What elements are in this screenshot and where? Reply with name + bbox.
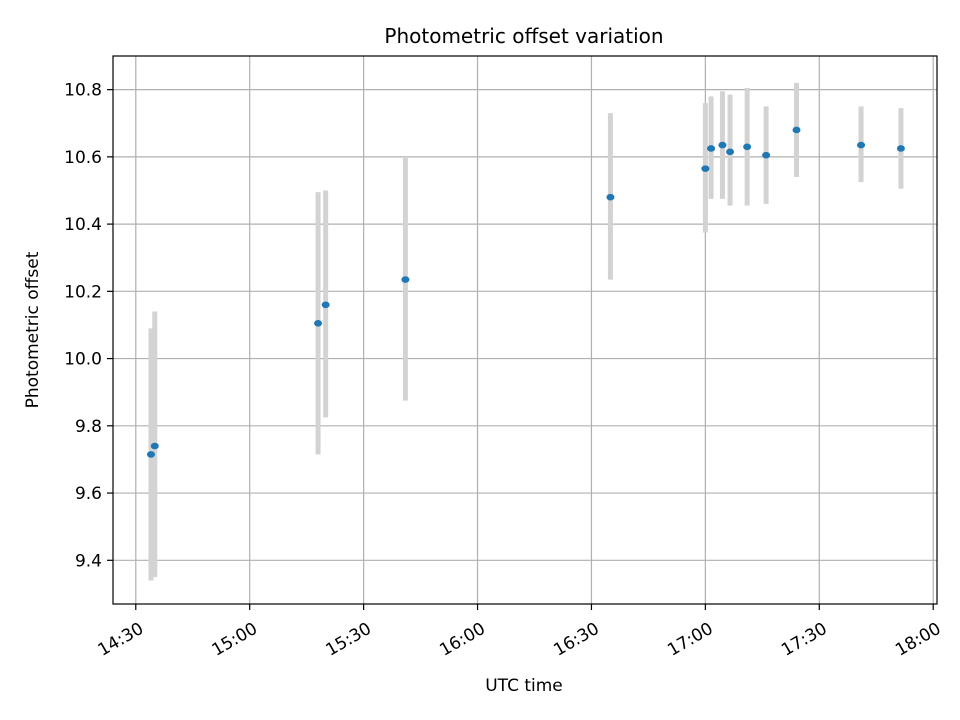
data-point [896,145,905,152]
error-bars [148,82,904,581]
data-point [762,151,771,159]
y-tick-label: 9.4 [75,551,102,571]
data-point [701,165,710,172]
x-tick-label: 17:00 [664,619,716,661]
data-point [606,193,615,201]
y-tick-label: 9.6 [75,484,102,504]
x-tick-label: 16:00 [436,619,488,661]
x-tick-label: 17:30 [778,619,830,661]
data-point [792,126,801,134]
y-tick-label: 9.8 [75,417,102,437]
grid [113,56,937,604]
chart-title: Photometric offset variation [384,24,663,48]
y-axis: 9.4 9.6 9.8 10.0 10.2 10.4 10.6 10.8 [64,81,113,571]
x-tick-label: 14:30 [95,619,147,661]
data-point [314,319,323,327]
x-tick-label: 16:30 [550,619,602,661]
y-tick-label: 10.0 [64,350,102,370]
data-points [146,126,905,458]
data-point [726,148,735,156]
data-point [401,276,410,283]
data-point [321,301,330,309]
data-point [146,451,155,458]
x-axis-label: UTC time [485,676,563,696]
data-point [743,143,752,151]
x-tick-label: 18:00 [892,619,944,661]
y-tick-label: 10.6 [64,148,102,168]
data-point [707,145,716,152]
x-tick-label: 15:00 [209,619,261,661]
data-point [718,141,727,149]
y-tick-label: 10.2 [64,282,102,302]
data-point [857,141,866,149]
data-point [150,442,159,450]
x-tick-label: 15:30 [322,619,374,661]
y-tick-label: 10.4 [64,215,102,235]
y-axis-label: Photometric offset [23,251,43,408]
plot-frame [112,55,938,605]
y-tick-label: 10.8 [64,81,102,101]
x-axis: 14:30 15:00 15:30 16:00 16:30 17:00 17:30 18:00 [95,604,945,661]
